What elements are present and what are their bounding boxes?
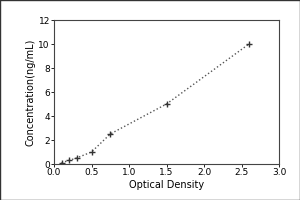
Y-axis label: Concentration(ng/mL): Concentration(ng/mL) (26, 38, 36, 146)
X-axis label: Optical Density: Optical Density (129, 180, 204, 190)
